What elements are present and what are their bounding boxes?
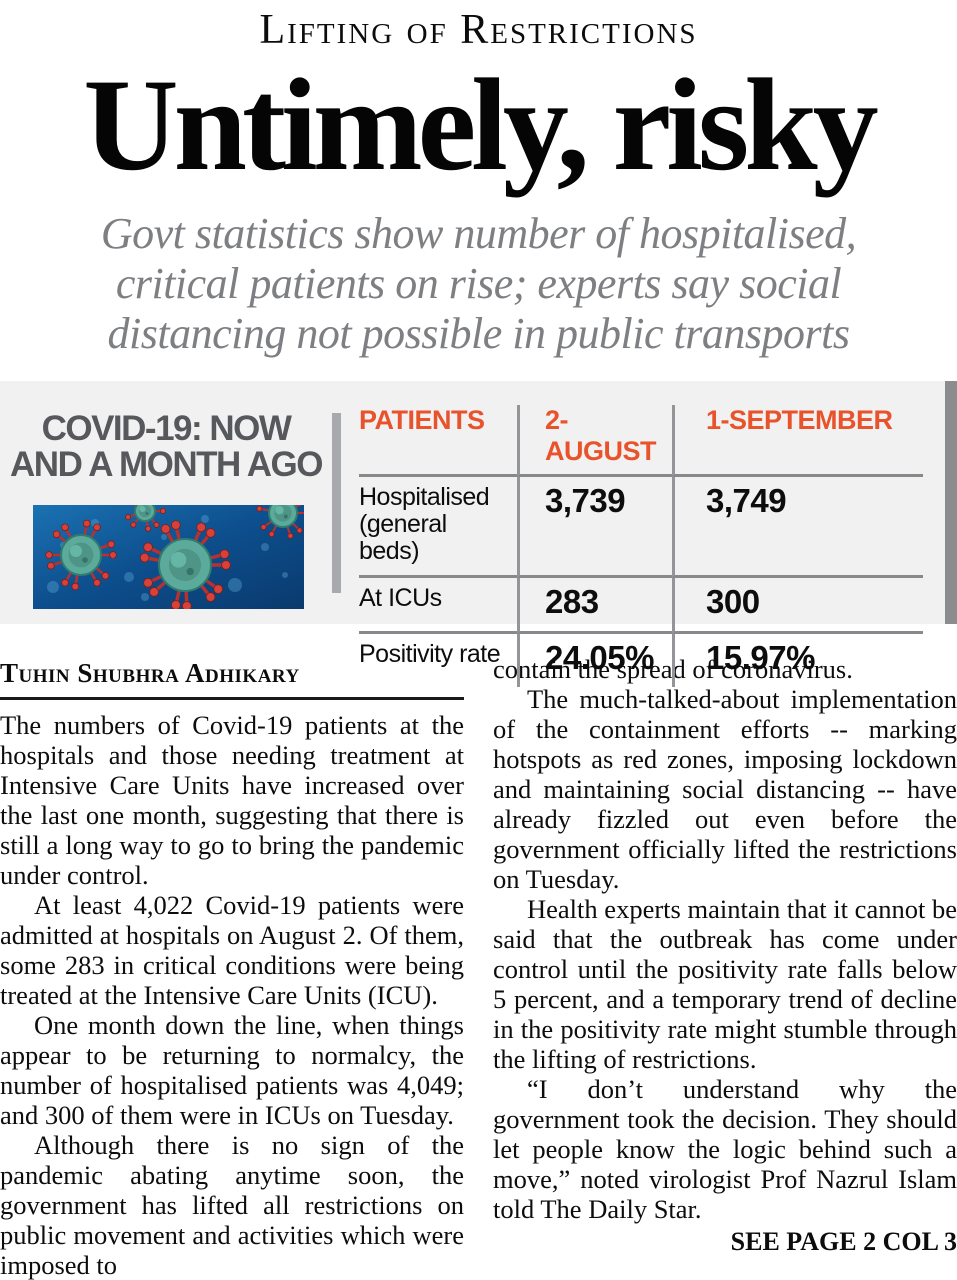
subheadline-line: Govt statistics show number of hospitali… <box>0 209 957 259</box>
see-page-jumpline: SEE PAGE 2 COL 3 <box>493 1227 957 1257</box>
infobox-title-line: AND A MONTH AGO <box>0 447 332 483</box>
row-hospitalised-aug: 3,739 <box>517 477 672 578</box>
kicker: Lifting of Restrictions <box>0 6 957 54</box>
infobox-title-line: COVID-19: NOW <box>0 411 332 447</box>
coronavirus-image <box>33 505 304 609</box>
paragraph: Although there is no sign of the pandemi… <box>0 1130 464 1280</box>
row-icus-aug: 283 <box>517 578 672 634</box>
article-left-column: Tuhin Shubhra Adhikary The numbers of Co… <box>0 654 464 1280</box>
paragraph: Health experts maintain that it cannot b… <box>493 894 957 1074</box>
table-header-1-september: 1-SEPTEMBER <box>672 405 923 477</box>
subheadline: Govt statistics show number of hospitali… <box>0 209 957 359</box>
infobox-covid-stats: COVID-19: NOW AND A MONTH AGO <box>0 381 957 624</box>
infobox-right-bar <box>945 381 957 624</box>
paragraph: “I don’t understand why the government t… <box>493 1074 957 1224</box>
paragraph: At least 4,022 Covid-19 patients were ad… <box>0 890 464 1010</box>
infobox-divider <box>332 413 341 593</box>
row-positivity-aug: 24.05% <box>517 634 672 687</box>
paragraph: The much-talked-about implementation of … <box>493 684 957 894</box>
row-hospitalised-label: Hospitalised (general beds) <box>359 477 517 578</box>
newspaper-page: Lifting of Restrictions Untimely, risky … <box>0 6 957 1220</box>
article-right-column: contain the spread of coronavirus. The m… <box>493 654 957 1280</box>
row-positivity-sep: 15.97% <box>672 634 923 687</box>
infobox-title: COVID-19: NOW AND A MONTH AGO <box>0 411 332 483</box>
row-icus-sep: 300 <box>672 578 923 634</box>
table-header-patients: PATIENTS <box>359 405 517 477</box>
infobox-left-section: COVID-19: NOW AND A MONTH AGO <box>0 381 332 624</box>
row-positivity-label: Positivity rate <box>359 634 517 687</box>
subheadline-line: distancing not possible in public transp… <box>0 309 957 359</box>
covid-stats-table: PATIENTS 2-AUGUST 1-SEPTEMBER Hospitalis… <box>359 405 923 624</box>
paragraph: One month down the line, when things app… <box>0 1010 464 1130</box>
row-icus-label: At ICUs <box>359 578 517 634</box>
article-body: Tuhin Shubhra Adhikary The numbers of Co… <box>0 654 957 1280</box>
table-header-2-august: 2-AUGUST <box>517 405 672 477</box>
headline: Untimely, risky <box>0 58 957 193</box>
paragraph: The numbers of Covid-19 patients at the … <box>0 710 464 890</box>
subheadline-line: critical patients on rise; experts say s… <box>0 259 957 309</box>
row-hospitalised-sep: 3,749 <box>672 477 923 578</box>
